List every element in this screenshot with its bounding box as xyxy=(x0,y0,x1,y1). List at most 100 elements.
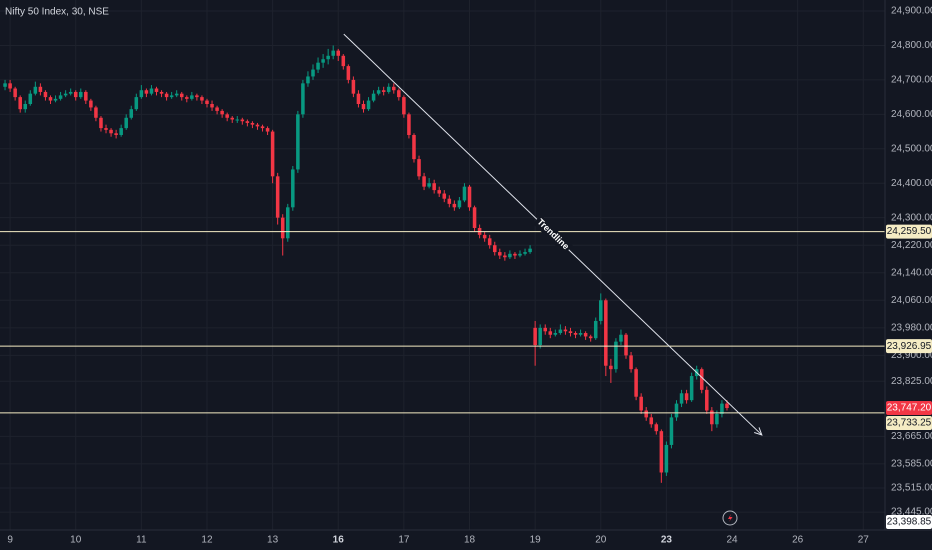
candle-body xyxy=(588,336,593,339)
candle-body xyxy=(664,444,669,473)
x-tick-label: 9 xyxy=(7,535,13,546)
candle-body xyxy=(578,333,583,335)
candle-body xyxy=(321,59,325,63)
price-tag-label: 24,259.50 xyxy=(887,226,932,237)
candle-body xyxy=(533,327,537,346)
x-tick-label: 19 xyxy=(530,535,542,546)
y-tick-label: 23,445.00 xyxy=(891,507,932,518)
candle-body xyxy=(306,76,310,84)
y-tick-label: 24,500.00 xyxy=(891,143,932,154)
y-tick-label: 24,220.00 xyxy=(891,240,932,251)
candle-body xyxy=(609,365,613,370)
candle-body xyxy=(634,369,638,397)
candle-body xyxy=(79,91,83,98)
candle-body xyxy=(407,114,411,135)
y-tick-label: 23,665.00 xyxy=(891,431,932,442)
candle-body xyxy=(280,217,285,239)
candle-body xyxy=(543,327,548,332)
x-tick-label: 13 xyxy=(267,535,279,546)
y-tick-label: 24,400.00 xyxy=(891,178,932,189)
candle-body xyxy=(331,50,335,56)
candle-body xyxy=(139,90,144,98)
candle-body xyxy=(326,55,330,60)
candle-body xyxy=(361,104,366,110)
candle-body xyxy=(649,417,654,425)
candle-body xyxy=(205,100,209,105)
price-tag xyxy=(886,515,932,529)
candle-body xyxy=(442,193,447,199)
candle-body xyxy=(684,393,689,401)
candle-body xyxy=(427,183,431,187)
candle-body xyxy=(114,133,118,135)
candle-body xyxy=(18,97,22,110)
candle-body xyxy=(84,91,88,101)
y-tick-label: 24,060.00 xyxy=(891,295,932,306)
candle-body xyxy=(351,79,356,94)
candle-body xyxy=(715,413,719,425)
alert-icon[interactable] xyxy=(722,510,738,526)
candle-body xyxy=(503,255,507,258)
price-tag-label: 23,747.20 xyxy=(887,403,932,414)
candle-body xyxy=(467,186,472,208)
candle-body xyxy=(13,88,17,98)
x-tick-label: 16 xyxy=(333,535,345,546)
candle-body xyxy=(553,333,558,335)
price-tag-label: 23,733.25 xyxy=(887,418,932,429)
price-tag-label: 23,398.85 xyxy=(887,517,932,528)
candle-body xyxy=(422,176,426,187)
candle-body xyxy=(548,331,553,335)
candle-body xyxy=(366,100,371,110)
candle-body xyxy=(341,55,346,67)
candle-body xyxy=(558,329,563,334)
candle-body xyxy=(669,417,674,445)
candle-body xyxy=(94,107,98,118)
candle-body xyxy=(336,50,341,56)
candle-body xyxy=(43,91,48,98)
candle-body xyxy=(452,203,457,208)
candle-body xyxy=(523,252,527,254)
candle-body xyxy=(296,114,300,170)
trendline-arrow xyxy=(754,427,763,436)
candle-body xyxy=(28,93,33,105)
y-tick-label: 24,600.00 xyxy=(891,109,932,120)
candle-body xyxy=(386,86,391,92)
candle-body xyxy=(654,424,659,432)
price-tag xyxy=(886,224,932,239)
candle-body xyxy=(109,129,113,134)
candle-body xyxy=(275,176,280,218)
candle-body xyxy=(230,117,234,120)
candle-body xyxy=(487,238,492,246)
candle-body xyxy=(255,124,260,127)
chart-title: Nifty 50 Index, 30, NSE xyxy=(5,7,109,18)
candle-body xyxy=(99,117,103,129)
candle-body xyxy=(614,341,618,370)
candle-body xyxy=(154,88,159,92)
candle-body xyxy=(134,97,139,110)
candle-body xyxy=(593,320,598,339)
candle-body xyxy=(573,333,578,335)
candle-body xyxy=(119,128,123,135)
candle-body xyxy=(376,90,381,94)
price-tag xyxy=(886,401,932,416)
candle-body xyxy=(63,93,68,96)
candle-body xyxy=(538,327,542,346)
alert-icon-circle xyxy=(722,510,738,526)
price-tag-label: 23,926.95 xyxy=(887,341,932,352)
y-tick-label: 23,900.00 xyxy=(891,350,932,361)
axes: 24,900.00 24,800.00 24,700.00 24,600.00 24,5… xyxy=(7,6,932,546)
x-tick-label: 20 xyxy=(595,535,607,546)
candle-body xyxy=(200,97,204,101)
candle-body xyxy=(285,207,290,239)
plot: Trendline xyxy=(0,33,885,483)
candle-body xyxy=(699,369,704,390)
candle-body xyxy=(644,410,648,418)
candle-body xyxy=(73,91,78,98)
candle-body xyxy=(457,200,462,208)
candle-body xyxy=(8,83,12,89)
candle-body xyxy=(169,95,174,98)
candle-body xyxy=(513,253,517,256)
candle-body xyxy=(437,190,441,194)
candle-body xyxy=(528,248,532,253)
